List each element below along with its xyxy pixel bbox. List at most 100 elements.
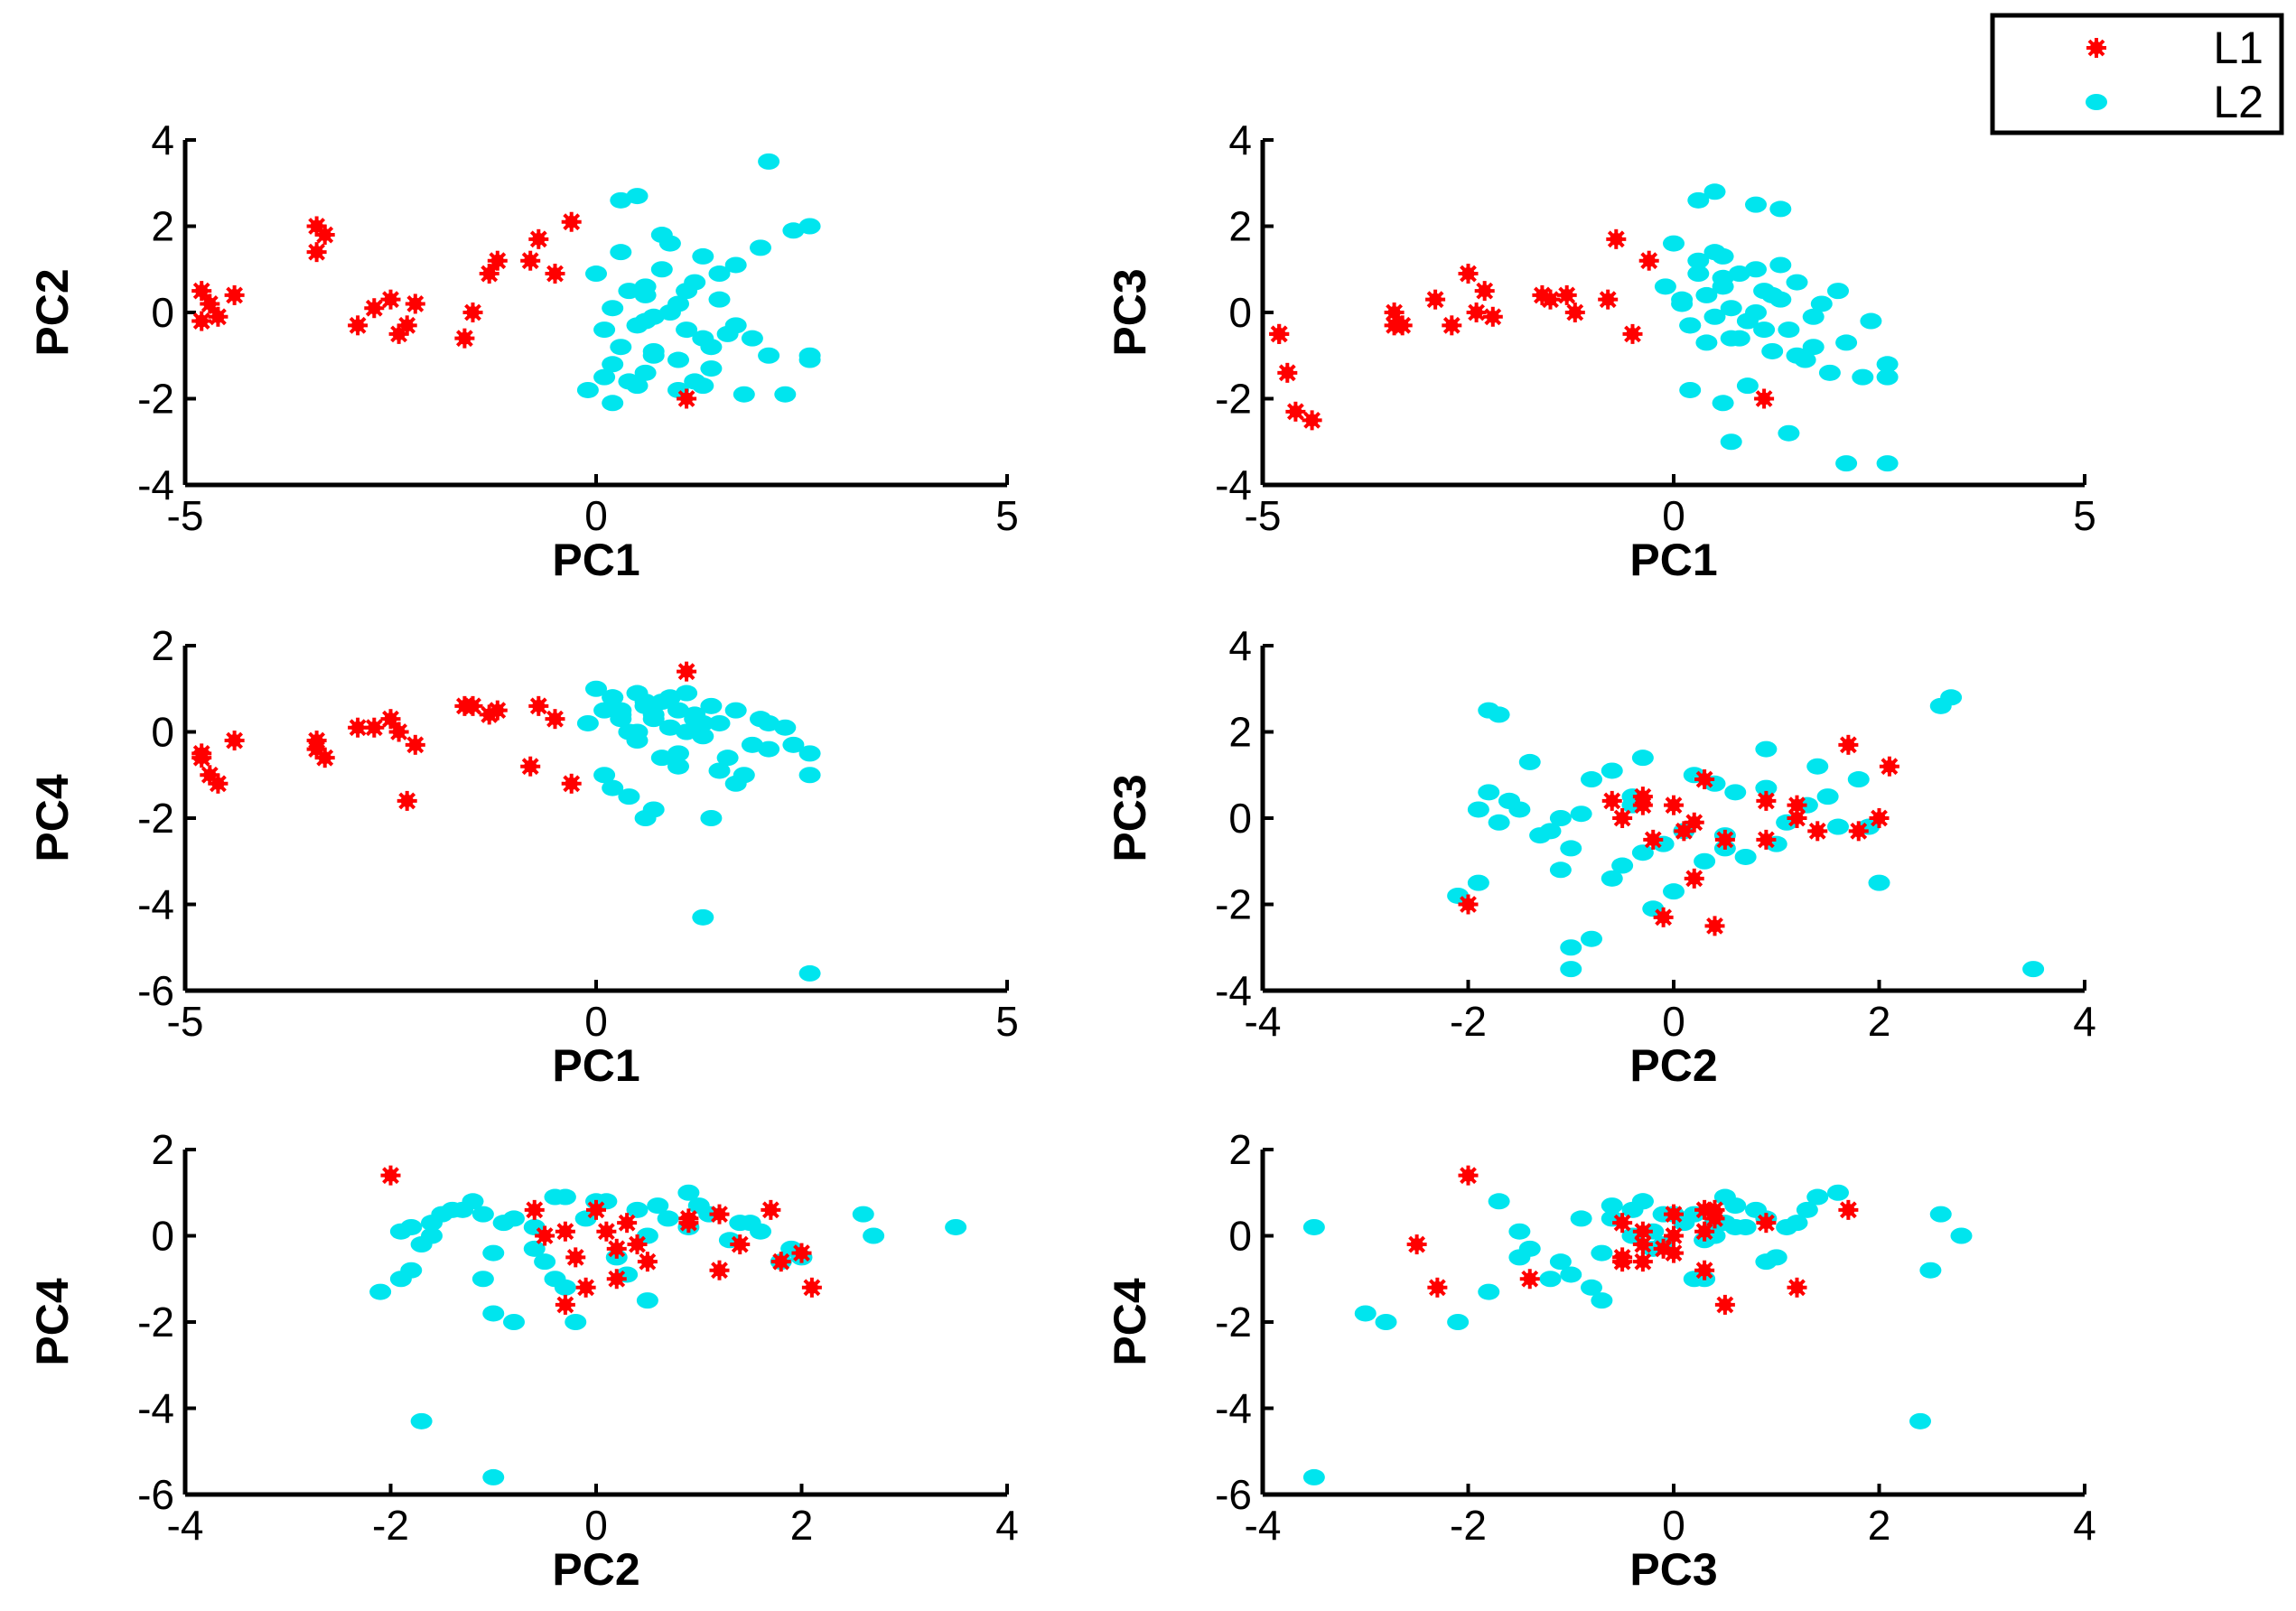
data-point-l2 <box>1876 356 1899 373</box>
data-point-l2 <box>1724 1197 1747 1215</box>
data-point-l1 <box>545 709 565 730</box>
data-point-l2 <box>634 364 657 381</box>
series-l2 <box>1654 183 1899 472</box>
data-point-l1 <box>1714 829 1735 850</box>
data-point-l1 <box>1848 821 1869 842</box>
data-point-l2 <box>1560 961 1582 978</box>
data-point-l1 <box>1754 388 1775 409</box>
series-l1 <box>1406 1165 1859 1315</box>
y-tick-label: 4 <box>1228 116 1252 163</box>
data-point-l1 <box>761 1199 781 1220</box>
x-tick-label: -4 <box>1245 1502 1282 1549</box>
data-point-l2 <box>1601 1197 1623 1215</box>
data-point-l2 <box>650 227 673 244</box>
data-point-l2 <box>576 714 599 731</box>
data-point-l2 <box>1611 857 1634 874</box>
data-point-l2 <box>1508 1223 1531 1240</box>
data-point-l1 <box>520 250 541 271</box>
y-tick-label: -4 <box>1215 967 1252 1014</box>
data-point-l2 <box>636 1292 658 1309</box>
data-point-l1 <box>606 1238 627 1259</box>
data-point-l2 <box>1796 1201 1818 1218</box>
data-point-l2 <box>1654 278 1676 295</box>
data-point-l2 <box>692 908 714 926</box>
data-point-l2 <box>758 347 780 364</box>
data-point-l2 <box>610 191 632 209</box>
x-tick-label: 0 <box>1662 1502 1685 1549</box>
data-point-l1 <box>1756 1213 1777 1234</box>
data-point-l1 <box>1474 281 1495 302</box>
data-point-l2 <box>1679 381 1702 398</box>
y-axis-label: PC3 <box>1105 268 1155 356</box>
x-tick-label: 2 <box>790 1502 814 1549</box>
data-point-l2 <box>708 714 731 731</box>
data-point-l2 <box>565 1314 587 1330</box>
data-point-l1 <box>1694 1221 1715 1242</box>
legend-marker-l2 <box>2086 94 2107 110</box>
data-point-l2 <box>634 697 657 714</box>
data-point-l2 <box>1631 750 1654 767</box>
data-point-l2 <box>1827 283 1849 300</box>
data-point-l1 <box>1838 734 1859 755</box>
data-point-l2 <box>642 801 665 818</box>
data-point-l2 <box>1728 265 1750 283</box>
data-point-l1 <box>1664 1204 1684 1225</box>
data-point-l2 <box>1919 1262 1942 1279</box>
data-point-l2 <box>421 1215 443 1232</box>
series-l1 <box>191 661 697 811</box>
y-axis-label: PC4 <box>1105 1278 1155 1365</box>
subplot-pc2-vs-pc1: -5 0 5 -4 -2 0 2 4 PC1 PC2 <box>27 116 1019 585</box>
data-point-l2 <box>1581 1279 1602 1296</box>
subplot-pc3-vs-pc1: -5 0 5 -4 -2 0 2 4 PC1 PC3 <box>1105 116 2096 585</box>
data-point-l2 <box>1488 814 1510 831</box>
data-point-l2 <box>544 1271 566 1288</box>
data-point-l2 <box>1712 247 1734 265</box>
data-point-l2 <box>692 247 714 265</box>
x-tick-label: 5 <box>2073 492 2096 539</box>
data-point-l2 <box>369 1283 392 1300</box>
data-point-l2 <box>626 188 649 205</box>
data-point-l1 <box>487 250 508 271</box>
data-point-l1 <box>306 731 327 751</box>
data-point-l2 <box>684 711 706 728</box>
data-point-l2 <box>585 265 607 283</box>
data-point-l2 <box>729 1215 751 1232</box>
y-tick-label: -2 <box>1215 881 1252 928</box>
data-point-l1 <box>1632 787 1653 807</box>
subplot-pc3-vs-pc2: -4 -2 0 2 4 -4 -2 0 2 4 PC2 PC3 <box>1105 622 2096 1091</box>
x-axis-label: PC2 <box>1629 1040 1717 1091</box>
data-point-l2 <box>1549 861 1572 879</box>
data-point-l1 <box>462 695 483 716</box>
data-point-l1 <box>575 1277 596 1298</box>
data-point-l2 <box>1745 196 1767 213</box>
data-point-l2 <box>1786 274 1808 291</box>
data-point-l2 <box>1687 252 1710 269</box>
data-point-l2 <box>1467 801 1489 818</box>
data-point-l1 <box>1787 1277 1807 1298</box>
x-tick-label: -4 <box>167 1502 204 1549</box>
x-tick-label: -5 <box>1245 492 1282 539</box>
data-point-l2 <box>471 1271 494 1288</box>
x-axis-label: PC1 <box>552 535 639 585</box>
data-point-l2 <box>647 1197 669 1215</box>
data-point-l1 <box>1519 1269 1540 1290</box>
data-point-l2 <box>1827 1184 1849 1201</box>
x-tick-label: 4 <box>2073 998 2096 1045</box>
data-point-l2 <box>1694 852 1716 870</box>
y-tick-label: 2 <box>151 203 174 250</box>
x-tick-label: 2 <box>1868 998 1891 1045</box>
x-axis-label: PC2 <box>552 1544 639 1595</box>
y-tick-label: 0 <box>1228 1213 1252 1260</box>
data-point-l1 <box>1442 315 1462 336</box>
data-point-l2 <box>676 723 698 740</box>
data-point-l2 <box>576 381 599 398</box>
y-tick-label: -4 <box>1215 1385 1252 1432</box>
data-point-l1 <box>1638 250 1659 271</box>
data-point-l2 <box>602 395 624 412</box>
data-point-l1 <box>479 704 499 725</box>
y-tick-label: -4 <box>137 1385 174 1432</box>
data-point-l1 <box>606 1269 627 1290</box>
data-point-l1 <box>627 1234 648 1255</box>
data-point-l2 <box>700 697 723 714</box>
data-point-l1 <box>1302 410 1322 431</box>
